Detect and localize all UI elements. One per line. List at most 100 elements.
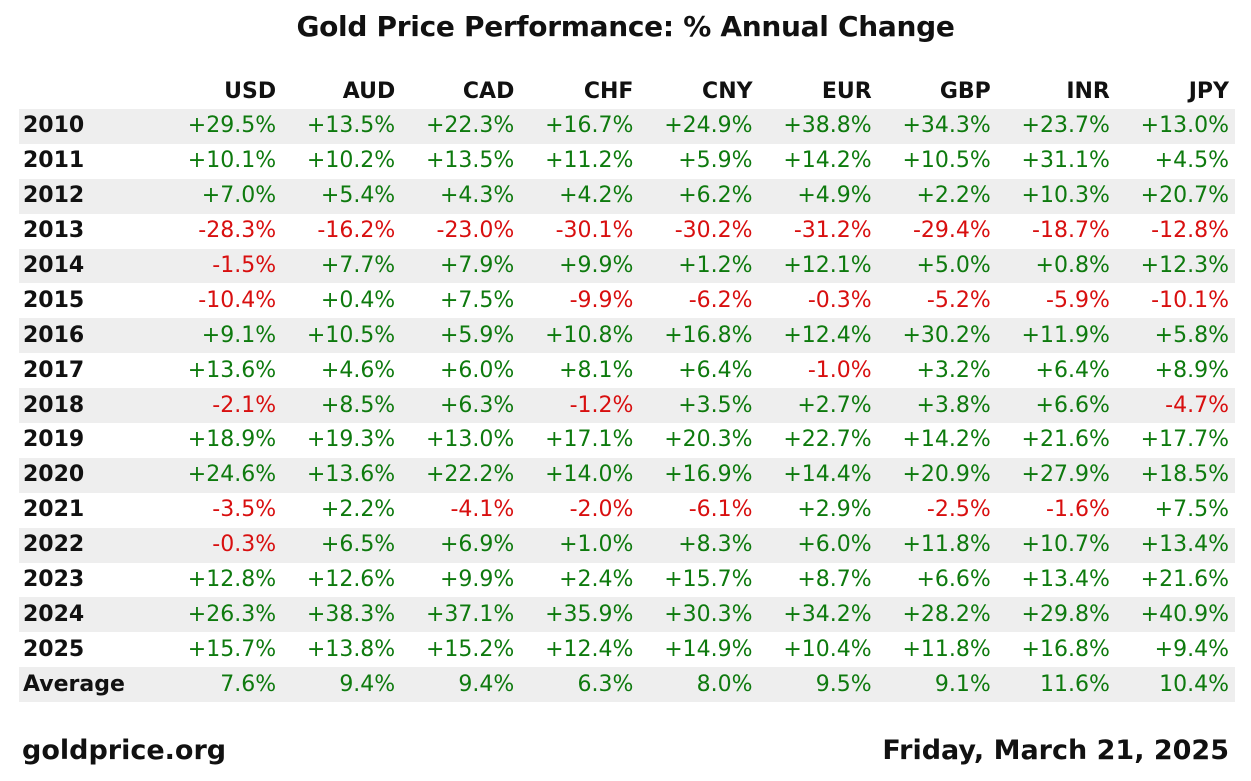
table-cell: +18.9% xyxy=(187,427,277,453)
table-cell: +17.1% xyxy=(545,427,634,453)
table-cell: +13.8% xyxy=(306,636,396,662)
table-cell: +11.2% xyxy=(545,148,634,174)
row-label: 2021 xyxy=(23,497,85,523)
table-cell: +28.2% xyxy=(902,601,991,627)
table-row: 2017 +13.6% +4.6% +6.0% +8.1% +6.4% -1.0% +3.2%… xyxy=(19,353,1235,389)
table-cell: 11.6% xyxy=(1039,671,1110,697)
column-header-cny: CNY xyxy=(702,78,753,104)
table-cell: +2.4% xyxy=(559,567,634,593)
table-cell: +6.3% xyxy=(440,392,515,418)
table-cell: -4.7% xyxy=(1165,392,1229,418)
column-header-gbp: GBP xyxy=(939,78,991,104)
table-cell: +26.3% xyxy=(187,601,277,627)
table-cell: +10.8% xyxy=(545,322,634,348)
table-cell: -31.2% xyxy=(793,218,872,244)
table-cell: +14.9% xyxy=(664,636,753,662)
row-label: 2018 xyxy=(23,392,85,418)
row-label: 2023 xyxy=(23,567,85,593)
table-cell: +20.7% xyxy=(1140,183,1229,209)
source-label: goldprice.org xyxy=(22,735,227,766)
table-cell: +8.7% xyxy=(797,567,872,593)
table-cell: +40.9% xyxy=(1140,601,1229,627)
header-row: USD AUD CAD CHF CNY EUR GBP INR JPY xyxy=(19,74,1235,109)
table-cell: +3.5% xyxy=(678,392,753,418)
table-row: 2020 +24.6% +13.6% +22.2% +14.0% +16.9% +14.4%… xyxy=(19,457,1235,493)
table-cell: +21.6% xyxy=(1140,567,1229,593)
table-cell: +0.8% xyxy=(1035,253,1110,278)
table-cell: +6.4% xyxy=(678,357,753,383)
table-cell: -2.1% xyxy=(212,392,277,418)
table-cell: +10.7% xyxy=(1021,532,1110,558)
table-cell: +7.0% xyxy=(201,183,277,209)
table-cell: +12.3% xyxy=(1140,253,1229,278)
table-cell: +0.4% xyxy=(320,287,396,313)
table-cell: -12.8% xyxy=(1151,218,1229,244)
table-cell: +9.9% xyxy=(559,253,634,278)
table-cell: +13.0% xyxy=(1140,113,1229,139)
table-cell: +29.5% xyxy=(187,113,277,139)
table-cell: +10.1% xyxy=(187,148,277,174)
table-cell: -28.3% xyxy=(198,218,277,244)
table-cell: -0.3% xyxy=(807,287,872,313)
table-cell: +12.8% xyxy=(187,567,277,593)
table-cell: +3.2% xyxy=(916,357,991,383)
table-cell: +7.5% xyxy=(1154,497,1229,523)
table-cell: +10.5% xyxy=(306,322,396,348)
table-cell: +9.9% xyxy=(440,567,515,593)
table-cell: 9.4% xyxy=(339,671,396,697)
table-cell: +6.0% xyxy=(440,357,515,383)
table-cell: -18.7% xyxy=(1032,218,1110,244)
column-header-cad: CAD xyxy=(462,78,515,104)
table-row: 2010 +29.5% +13.5% +22.3% +16.7% +24.9% +38.8%… xyxy=(19,109,1235,144)
table-cell: +17.7% xyxy=(1140,427,1229,453)
table-cell: +6.6% xyxy=(1035,392,1110,418)
table-cell: -23.0% xyxy=(436,218,515,244)
table-cell: +12.6% xyxy=(306,567,396,593)
table-cell: +13.5% xyxy=(426,148,515,174)
table-cell: +5.4% xyxy=(320,183,396,209)
row-label: 2011 xyxy=(23,148,85,174)
table-cell: +4.9% xyxy=(797,183,872,209)
column-header-jpy: JPY xyxy=(1188,78,1229,104)
table-cell: +4.2% xyxy=(559,183,634,209)
table-cell: +2.7% xyxy=(797,392,872,418)
table-cell: +13.6% xyxy=(187,357,277,383)
table-cell: +21.6% xyxy=(1021,427,1110,453)
table-cell: +7.7% xyxy=(320,253,396,278)
performance-table: USD AUD CAD CHF CNY EUR GBP INR JPY 2010 +29.5% +1… xyxy=(19,74,1235,703)
table-cell: +11.8% xyxy=(902,636,991,662)
table-cell: 7.6% xyxy=(220,671,277,697)
table-cell: -1.6% xyxy=(1046,497,1110,523)
table-cell: +2.2% xyxy=(916,183,991,209)
table-row: 2011 +10.1% +10.2% +13.5% +11.2% +5.9% +14.2% +… xyxy=(19,143,1235,179)
table-row: Average 7.6% 9.4% 9.4% 6.3% 8.0% 9.5% 9.1% 11.6%… xyxy=(19,667,1235,703)
table-cell: +13.0% xyxy=(426,427,515,453)
table-cell: -1.2% xyxy=(569,392,634,418)
table-cell: -9.9% xyxy=(569,287,634,313)
table-cell: +22.3% xyxy=(426,113,515,139)
table-cell: +15.7% xyxy=(187,636,277,662)
table-cell: +7.9% xyxy=(440,253,515,278)
table-cell: -10.4% xyxy=(198,287,277,313)
table-cell: +12.1% xyxy=(783,253,872,278)
date-label: Friday, March 21, 2025 xyxy=(882,735,1229,766)
table-row: 2025 +15.7% +13.8% +15.2% +12.4% +14.9% +10.4%… xyxy=(19,632,1235,668)
table-cell: +38.8% xyxy=(783,113,872,139)
row-label: 2015 xyxy=(23,287,85,313)
table-cell: +13.6% xyxy=(306,462,396,488)
row-label: 2017 xyxy=(23,357,85,383)
table-cell: -1.0% xyxy=(807,357,872,383)
table-cell: -2.0% xyxy=(569,497,634,523)
table-cell: +8.3% xyxy=(678,532,753,558)
table-cell: 10.4% xyxy=(1159,671,1229,697)
table-row: 2016 +9.1% +10.5% +5.9% +10.8% +16.8% +12.4% +3… xyxy=(19,318,1235,354)
table-cell: +5.0% xyxy=(916,253,991,278)
row-label: 2024 xyxy=(23,601,85,627)
table-cell: +6.4% xyxy=(1035,357,1110,383)
table-cell: -2.5% xyxy=(926,497,991,523)
table-cell: +27.9% xyxy=(1021,462,1110,488)
table-cell: +8.1% xyxy=(559,357,634,383)
chart-title: Gold Price Performance: % Annual Change xyxy=(296,10,955,43)
table-cell: 9.4% xyxy=(458,671,515,697)
table-cell: +13.5% xyxy=(306,113,396,139)
